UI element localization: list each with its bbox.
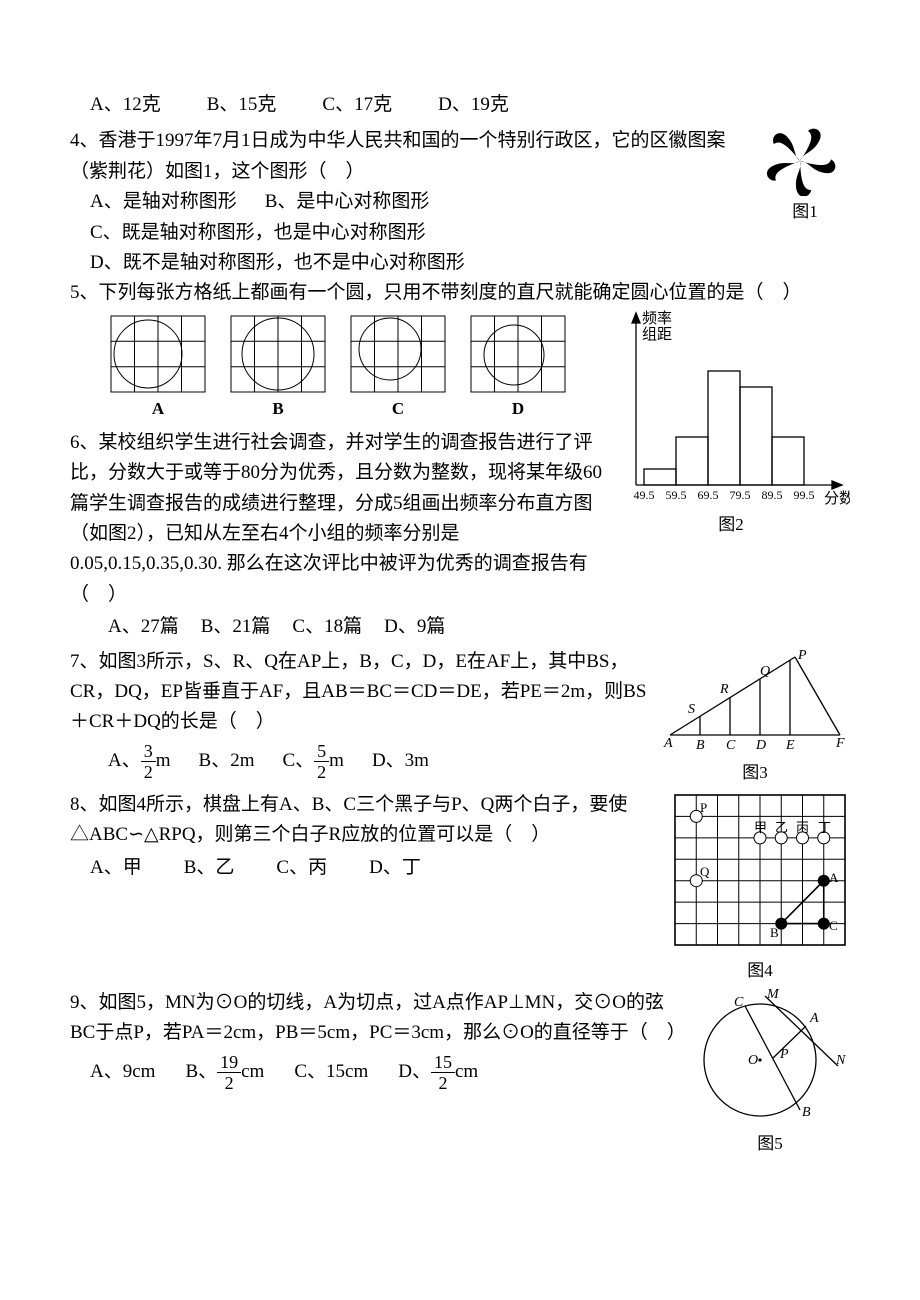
q4-num: 4、 (70, 130, 99, 151)
svg-text:99.5: 99.5 (794, 488, 815, 502)
svg-text:B: B (696, 738, 705, 753)
svg-text:F: F (835, 736, 845, 751)
choice-d: D、3m (372, 746, 429, 776)
q8-text: 如图4所示，棋盘上有A、B、C三个黑子与P、Q两个白子，要使△ABC∽△RPQ，… (70, 794, 627, 845)
fig3: A B C D E F S R Q P 图3 (660, 647, 850, 786)
svg-text:N: N (835, 1053, 846, 1068)
choice-b: B、乙 (184, 853, 235, 883)
q7: 7、如图3所示，S、R、Q在AP上，B，C，D，E在AF上，其中BS，CR，DQ… (70, 647, 850, 786)
svg-text:乙: 乙 (775, 820, 788, 835)
svg-text:A: A (663, 736, 673, 751)
xlabel: 分数 (824, 490, 850, 507)
svg-text:59.5: 59.5 (666, 488, 687, 502)
svg-text:A: A (809, 1011, 819, 1026)
svg-text:M: M (766, 988, 780, 1002)
svg-text:49.5: 49.5 (634, 488, 655, 502)
choice-d: D、152cm (398, 1053, 478, 1092)
fig2-caption: 图2 (612, 511, 850, 538)
fig1: 图1 (760, 126, 850, 225)
fig3-caption: 图3 (660, 759, 850, 786)
svg-text:89.5: 89.5 (762, 488, 783, 502)
choice-d: D、丁 (369, 853, 421, 883)
choice-d: D、19克 (438, 90, 509, 120)
choice-b: B、21篇 (201, 612, 271, 642)
fig5-caption: 图5 (690, 1130, 850, 1157)
choice-b: B、15克 (207, 90, 277, 120)
svg-text:B: B (802, 1105, 811, 1120)
svg-text:C: C (726, 738, 736, 753)
q6: 6、某校组织学生进行社会调查，并对学生的调查报告进行了评比，分数大于或等于80分… (70, 428, 604, 643)
choice-a: A、27篇 (108, 612, 179, 642)
q4: 4、香港于1997年7月1日成为中华人民共和国的一个特别行政区，它的区徽图案（紫… (70, 126, 850, 278)
choice-d: D、既不是轴对称图形，也不是中心对称图形 (90, 248, 752, 278)
ylabel1: 频率 (642, 310, 672, 327)
fig5: O A M N P C B 图5 (690, 988, 850, 1157)
svg-text:79.5: 79.5 (730, 488, 751, 502)
choice-b: B、192cm (185, 1053, 264, 1092)
q8-num: 8、 (70, 794, 99, 815)
svg-text:Q: Q (760, 664, 770, 679)
choice-a: A、是轴对称图形 (90, 187, 237, 217)
svg-text:P: P (700, 800, 707, 815)
label-d: D (470, 395, 566, 422)
label-a: A (110, 395, 206, 422)
svg-text:C: C (829, 918, 838, 933)
q8: 8、如图4所示，棋盘上有A、B、C三个黑子与P、Q两个白子，要使△ABC∽△RP… (70, 790, 850, 984)
q9-text: 如图5，MN为⊙O的切线，A为切点，过A点作AP⊥MN，交⊙O的弦BC于点P，若… (70, 992, 686, 1043)
q5-num: 5、 (70, 282, 99, 303)
q5: 5、下列每张方格纸上都画有一个圆，只用不带刻度的直尺就能确定圆心位置的是（ ） (70, 278, 850, 308)
choice-a: A、甲 (90, 853, 142, 883)
svg-text:丙: 丙 (796, 820, 809, 835)
svg-text:O: O (748, 1053, 758, 1068)
q5-text: 下列每张方格纸上都画有一个圆，只用不带刻度的直尺就能确定圆心位置的是（ ） (99, 282, 802, 303)
svg-text:A: A (829, 870, 839, 885)
q3-choices: A、12克 B、15克 C、17克 D、19克 (70, 90, 850, 120)
svg-text:P: P (779, 1047, 789, 1062)
q9: 9、如图5，MN为⊙O的切线，A为切点，过A点作AP⊥MN，交⊙O的弦BC于点P… (70, 988, 850, 1157)
fig4: P Q A B C 甲 乙 丙 丁 图4 (670, 790, 850, 984)
svg-text:E: E (785, 738, 795, 753)
svg-text:甲: 甲 (754, 820, 767, 835)
choice-c: C、15cm (294, 1057, 368, 1087)
svg-text:R: R (719, 682, 729, 697)
fig4-caption: 图4 (670, 957, 850, 984)
choice-a: A、32m (108, 742, 171, 781)
q5-grids: A B C (70, 315, 604, 422)
fig1-caption: 图1 (760, 198, 850, 225)
svg-text:C: C (734, 995, 744, 1010)
svg-text:D: D (755, 738, 766, 753)
choice-a: A、12克 (90, 90, 161, 120)
q7-num: 7、 (70, 651, 99, 672)
choice-b: B、是中心对称图形 (265, 187, 430, 217)
q4-text: 香港于1997年7月1日成为中华人民共和国的一个特别行政区，它的区徽图案（紫荆花… (70, 130, 726, 181)
choice-a: A、9cm (90, 1057, 155, 1087)
ylabel2: 组距 (642, 326, 672, 343)
choice-d: D、9篇 (384, 612, 445, 642)
q7-text: 如图3所示，S、R、Q在AP上，B，C，D，E在AF上，其中BS，CR，DQ，E… (70, 651, 646, 733)
choice-c: C、18篇 (292, 612, 362, 642)
svg-text:S: S (688, 702, 695, 717)
svg-text:丁: 丁 (818, 820, 831, 835)
choice-c: C、丙 (276, 853, 327, 883)
label-b: B (230, 395, 326, 422)
choice-b: B、2m (199, 746, 255, 776)
svg-text:P: P (797, 648, 807, 663)
choice-c: C、既是轴对称图形，也是中心对称图形 (90, 218, 752, 248)
svg-text:Q: Q (700, 864, 710, 879)
choice-c: C、52m (282, 742, 343, 781)
q6-num: 6、 (70, 432, 99, 453)
svg-text:69.5: 69.5 (698, 488, 719, 502)
q9-num: 9、 (70, 992, 99, 1013)
q6-text: 某校组织学生进行社会调查，并对学生的调查报告进行了评比，分数大于或等于80分为优… (70, 432, 602, 605)
label-c: C (350, 395, 446, 422)
svg-text:B: B (770, 925, 779, 940)
fig2: 频率 组距 分数 49.5 59.5 69.5 79.5 89.5 99.5 图… (612, 309, 850, 538)
choice-c: C、17克 (322, 90, 392, 120)
